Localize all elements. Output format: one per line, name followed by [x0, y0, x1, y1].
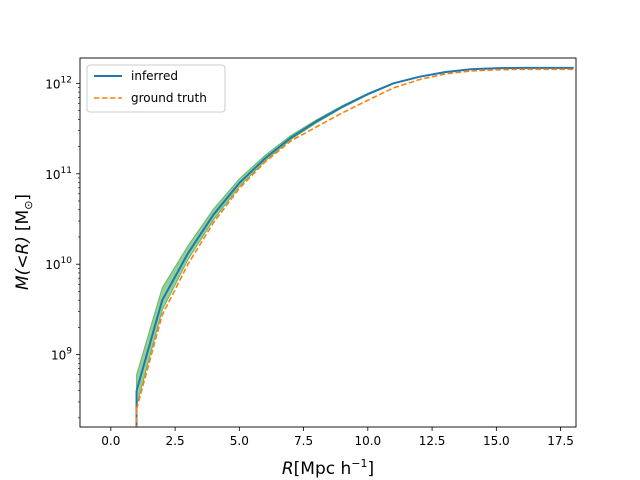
- x-tick-label: 12.5: [419, 434, 446, 448]
- ground-truth-line: [135, 68, 574, 410]
- x-tick-label: 10.0: [354, 434, 381, 448]
- axes-frame: [79, 57, 577, 428]
- x-tick-label: 5.0: [230, 434, 249, 448]
- y-tick-label: 109: [51, 347, 72, 363]
- legend-label-inferred: inferred: [131, 69, 178, 83]
- y-tick-label: 1011: [45, 166, 72, 182]
- x-axis-label-symbol: R: [282, 459, 294, 479]
- x-axis-label-unit: [Mpc h: [294, 459, 352, 479]
- x-axis-label: R[Mpc h−1]: [282, 457, 374, 479]
- y-tick-label: 1012: [45, 75, 72, 91]
- y-tick-label: 1010: [45, 256, 72, 272]
- legend: inferred ground truth: [86, 64, 226, 113]
- x-tick-label: 2.5: [166, 434, 185, 448]
- y-axis-label-subscript: ⊙: [22, 201, 35, 210]
- x-tick-label: 0.0: [101, 434, 120, 448]
- x-tick-label: 17.5: [547, 434, 574, 448]
- x-tick-label: 15.0: [483, 434, 510, 448]
- y-axis-label-unit: [M: [13, 210, 33, 231]
- legend-label-ground-truth: ground truth: [131, 91, 207, 105]
- x-tick-label: 7.5: [294, 434, 313, 448]
- inferred-line: [135, 66, 574, 392]
- x-axis-label-close: ]: [368, 459, 375, 479]
- x-axis-ticks: 0.0 2.5 5.0 7.5 10.0 12.5 15.0 17.5: [101, 427, 574, 448]
- x-axis-label-exponent: −1: [351, 457, 367, 470]
- y-axis-label: M(<R) [M⊙]: [13, 194, 35, 290]
- plot-area: [135, 66, 574, 427]
- y-axis-label-symbol: M(<R): [13, 236, 33, 290]
- y-axis-ticks: 109 1010 1011 1012: [45, 75, 80, 419]
- y-axis-label-close: ]: [13, 194, 33, 201]
